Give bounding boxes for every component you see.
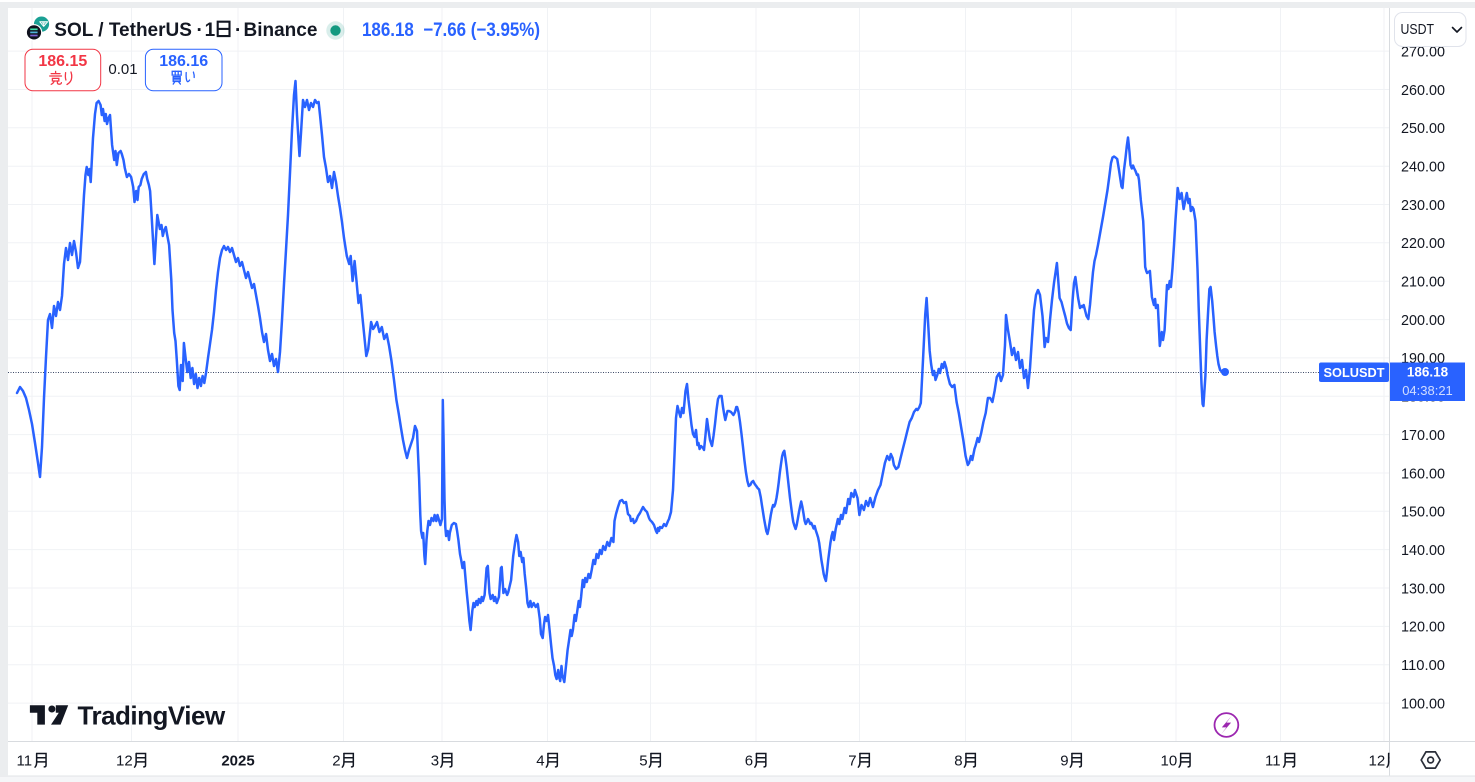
svg-text:1: 1 [205,20,216,41]
svg-text:230.00: 230.00 [1401,197,1445,214]
svg-text:TradingView: TradingView [78,701,226,731]
svg-text:11: 11 [17,752,33,769]
svg-text:186.18 −7.66 (−3.95%): 186.18 −7.66 (−3.95%) [362,20,540,41]
svg-text:270.00: 270.00 [1401,43,1445,60]
svg-text:4: 4 [536,752,544,769]
svg-text:150.00: 150.00 [1401,504,1445,521]
svg-text:0.01: 0.01 [108,61,137,78]
svg-text:240.00: 240.00 [1401,158,1445,175]
svg-text:12: 12 [1369,752,1386,769]
svg-text:7: 7 [848,752,856,769]
svg-text:200.00: 200.00 [1401,312,1445,329]
svg-text:160.00: 160.00 [1401,465,1445,482]
svg-text:220.00: 220.00 [1401,235,1445,252]
svg-text:120.00: 120.00 [1401,619,1445,636]
svg-text:9: 9 [1060,752,1068,769]
svg-text:04:38:21: 04:38:21 [1402,383,1453,398]
svg-text:12: 12 [116,752,133,769]
svg-text:140.00: 140.00 [1401,542,1445,559]
svg-text:170.00: 170.00 [1401,427,1445,444]
svg-text:USDT: USDT [1401,21,1435,38]
svg-text:5: 5 [639,752,647,769]
svg-text:8: 8 [954,752,962,769]
svg-text:2: 2 [332,752,340,769]
svg-text:260.00: 260.00 [1401,82,1445,99]
svg-text:·: · [235,20,241,41]
svg-text:10: 10 [1161,752,1178,769]
svg-text:186.18: 186.18 [1407,365,1449,380]
svg-text:2025: 2025 [221,752,254,769]
svg-text:3: 3 [431,752,439,769]
svg-text:186.15: 186.15 [38,53,87,70]
svg-text:110.00: 110.00 [1401,657,1445,674]
svg-text:100.00: 100.00 [1401,695,1445,712]
svg-text:186.16: 186.16 [159,53,208,70]
svg-text:SOLUSDT: SOLUSDT [1324,366,1385,380]
svg-text:130.00: 130.00 [1401,580,1445,597]
svg-text:11: 11 [1265,752,1281,769]
svg-text:210.00: 210.00 [1401,274,1445,291]
svg-text:250.00: 250.00 [1401,120,1445,137]
svg-text:Binance: Binance [244,20,318,41]
svg-text:·: · [197,20,203,41]
svg-text:SOL / TetherUS: SOL / TetherUS [54,20,192,41]
svg-text:6: 6 [745,752,753,769]
